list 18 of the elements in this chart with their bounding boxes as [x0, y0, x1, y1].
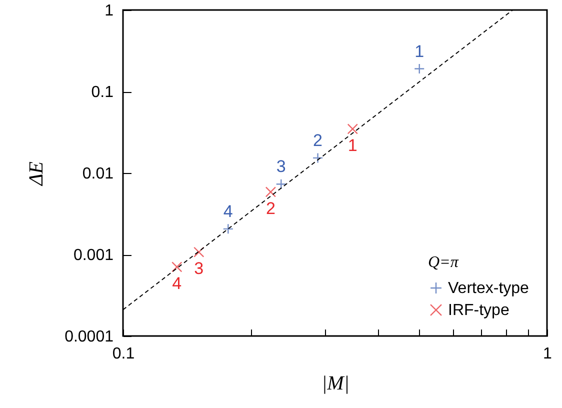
legend-label: IRF-type	[448, 302, 510, 319]
annotation: 3	[276, 157, 286, 176]
y-tick-label: 0.1	[91, 84, 114, 101]
annotation: 1	[414, 42, 424, 61]
annotation: 3	[194, 259, 204, 278]
y-tick-label: 0.001	[73, 247, 114, 264]
y-tick-label: 0.01	[82, 166, 114, 182]
annotation: 2	[266, 198, 276, 218]
annotation: 4	[172, 274, 182, 293]
x-axis-title: |M|	[322, 372, 350, 394]
legend-label: Vertex-type	[448, 280, 530, 297]
annotation: 2	[313, 130, 323, 150]
legend-title: Q=π	[428, 254, 460, 271]
annotation: 1	[348, 136, 358, 155]
y-axis-title: ΔE	[26, 162, 48, 186]
annotation: 4	[223, 202, 233, 221]
y-tick-label: 0.0001	[64, 328, 114, 346]
y-tick-label: 1	[104, 2, 114, 20]
